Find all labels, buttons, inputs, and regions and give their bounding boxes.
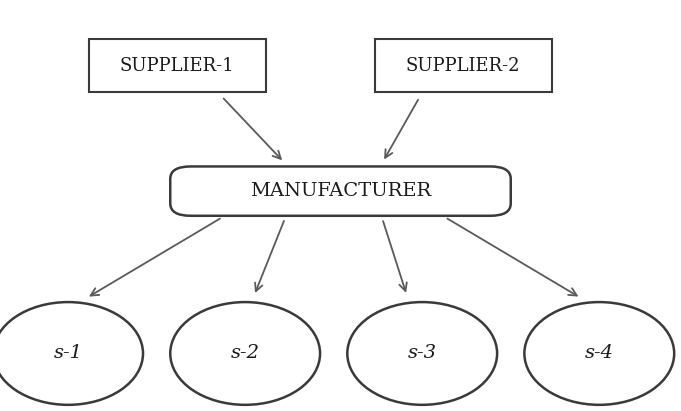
FancyBboxPatch shape xyxy=(170,166,511,216)
Text: MANUFACTURER: MANUFACTURER xyxy=(250,182,431,200)
Ellipse shape xyxy=(524,302,674,405)
Text: SUPPLIER-1: SUPPLIER-1 xyxy=(120,57,234,75)
Ellipse shape xyxy=(0,302,143,405)
FancyBboxPatch shape xyxy=(375,39,552,92)
Text: s-3: s-3 xyxy=(408,344,437,363)
Text: s-1: s-1 xyxy=(54,344,82,363)
Ellipse shape xyxy=(347,302,497,405)
Text: SUPPLIER-2: SUPPLIER-2 xyxy=(406,57,520,75)
FancyBboxPatch shape xyxy=(89,39,266,92)
Ellipse shape xyxy=(170,302,320,405)
Text: s-4: s-4 xyxy=(585,344,614,363)
Text: s-2: s-2 xyxy=(231,344,259,363)
